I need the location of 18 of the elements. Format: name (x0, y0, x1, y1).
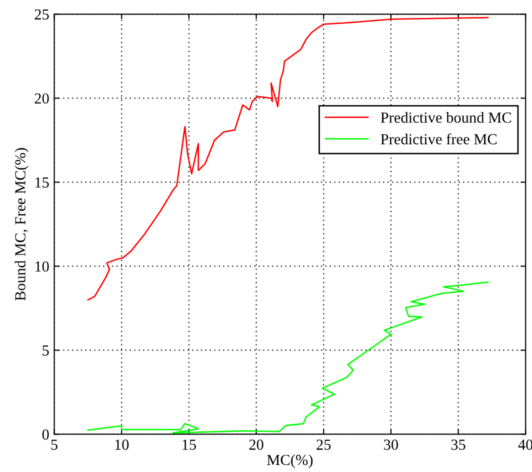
x-tick-label: 10 (115, 440, 129, 450)
x-axis-title: MC(%) (267, 454, 313, 468)
x-tick-label: 15 (182, 440, 196, 450)
legend-label: Predictive bound MC (380, 112, 512, 123)
x-tick-label: 5 (51, 440, 58, 450)
x-tick-label: 35 (451, 440, 466, 450)
x-tick-label: 20 (249, 440, 264, 450)
y-tick-label: 25 (34, 9, 49, 20)
y-tick-label: 15 (35, 177, 49, 188)
y-tick-label: 20 (34, 93, 49, 104)
line-series (87, 281, 489, 434)
y-axis-title: Bound MC, Free MC(%) (14, 148, 29, 301)
y-tick-label: 5 (42, 346, 49, 356)
x-tick-label: 25 (316, 440, 331, 450)
x-tick-label: 30 (384, 440, 398, 450)
legend-label: Predictive free MC (380, 133, 497, 144)
y-tick-label: 10 (35, 261, 49, 272)
y-tick-label: 0 (42, 429, 49, 440)
